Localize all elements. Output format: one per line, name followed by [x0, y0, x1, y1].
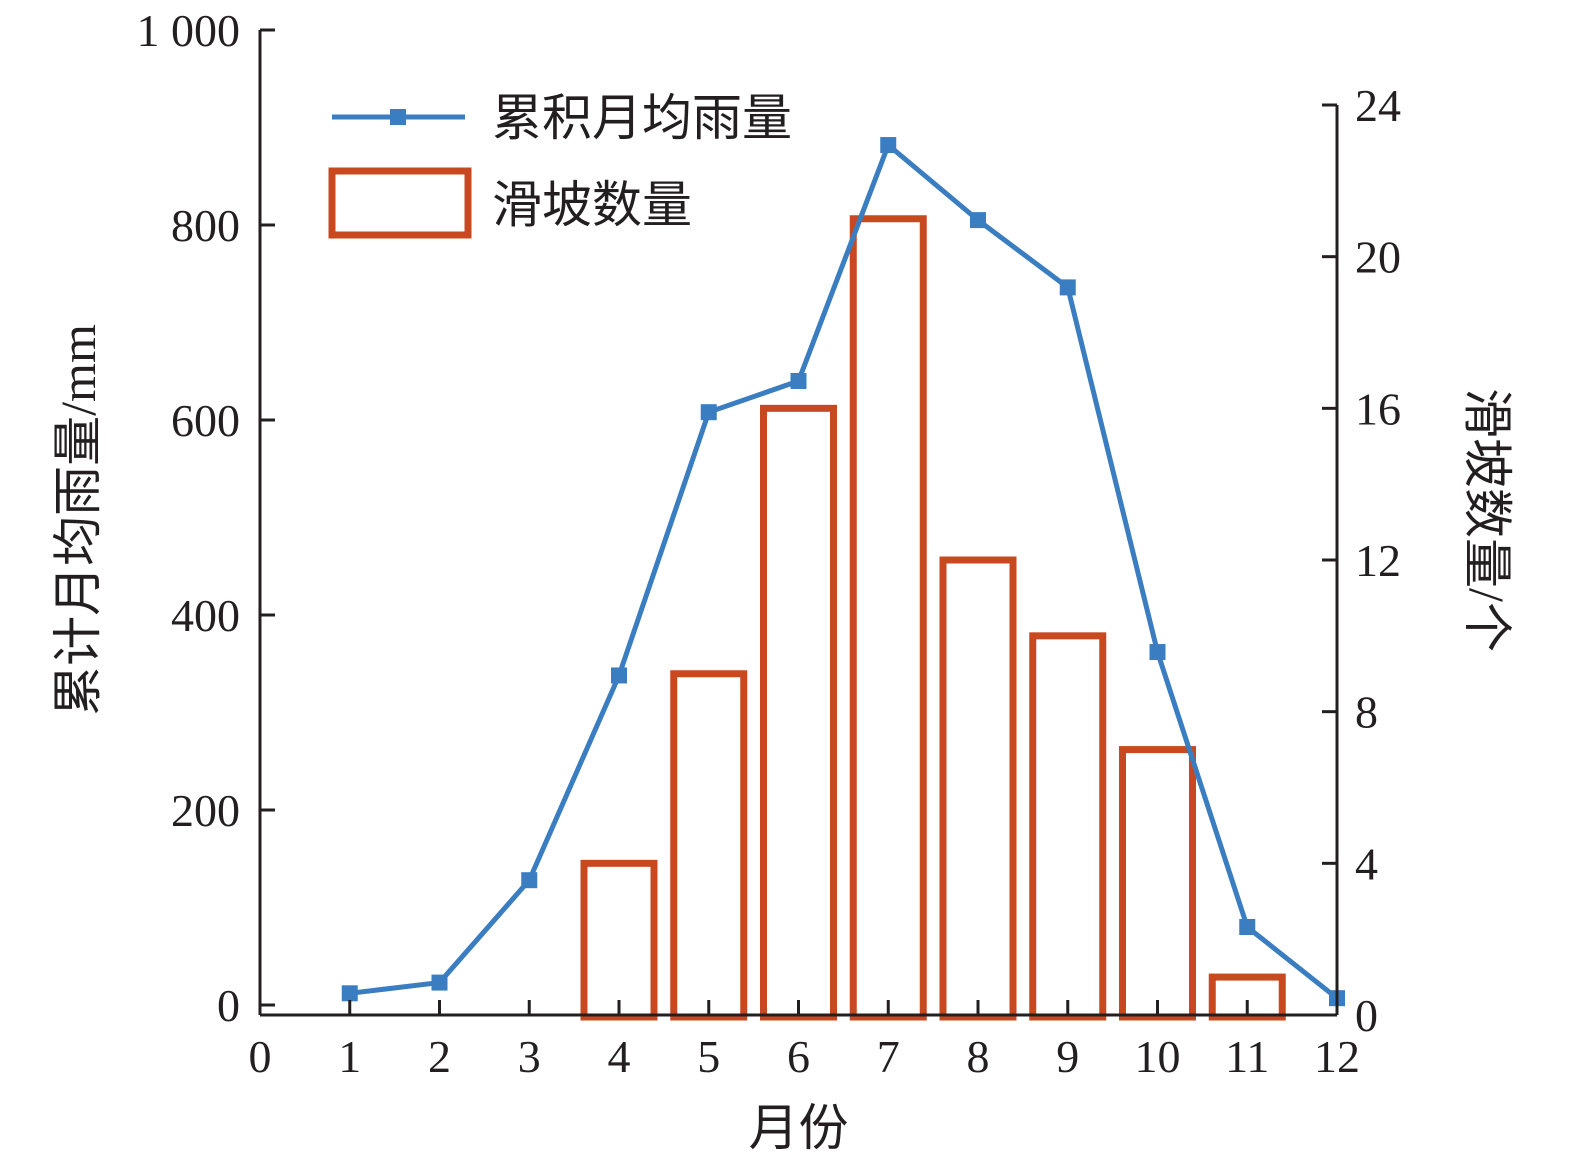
bar-month-9: [1029, 632, 1107, 1021]
rainfall-line-series: [341, 137, 1345, 1007]
x-tick-label-4: 4: [608, 1031, 631, 1082]
x-tick-label-12: 12: [1314, 1031, 1360, 1082]
left-axis-title: 累计月均雨量/mm: [50, 324, 106, 716]
right-tick-label-0: 0: [1355, 990, 1378, 1041]
bar-month-5: [670, 670, 748, 1021]
left-tick-label-1: 200: [171, 785, 240, 836]
legend-label-landslides: 滑坡数量: [492, 177, 692, 233]
x-tick-label-11: 11: [1225, 1031, 1269, 1082]
right-tick-label-24: 24: [1355, 80, 1401, 131]
right-tick-label-4: 4: [1355, 838, 1378, 889]
bar-month-7: [849, 215, 927, 1021]
rainfall-point-month-1: [341, 985, 358, 1002]
right-tick-label-8: 8: [1355, 687, 1378, 738]
right-tick-label-12: 12: [1355, 535, 1401, 586]
rainfall-point-month-7: [880, 137, 897, 154]
x-tick-label-10: 10: [1135, 1031, 1181, 1082]
rainfall-point-month-4: [611, 667, 627, 684]
rainfall-point-month-3: [521, 872, 538, 889]
x-tick-label-8: 8: [967, 1031, 990, 1082]
legend-bar-swatch: [328, 167, 472, 239]
rainfall-point-month-8: [970, 212, 986, 229]
right-tick-label-20: 20: [1355, 232, 1401, 283]
x-tick-label-6: 6: [787, 1031, 810, 1082]
bar-month-6: [760, 404, 837, 1021]
x-tick-label-7: 7: [877, 1031, 900, 1082]
bar-month-10: [1119, 746, 1196, 1021]
bar-month-8: [939, 556, 1017, 1021]
rainfall-point-month-9: [1059, 279, 1076, 296]
x-tick-label-3: 3: [518, 1031, 541, 1082]
left-tick-label-2: 400: [171, 590, 240, 641]
x-tick-label-0: 0: [249, 1031, 272, 1082]
x-tick-label-5: 5: [697, 1031, 720, 1082]
landslide-bars: [580, 215, 1286, 1021]
rainfall-line: [349, 142, 1339, 1001]
left-tick-label-4: 800: [171, 200, 240, 251]
left-tick-label-3: 600: [171, 395, 240, 446]
rainfall-point-month-11: [1239, 919, 1256, 935]
x-axis-title: 月份: [749, 1100, 849, 1156]
x-tick-label-1: 1: [338, 1031, 361, 1082]
x-tick-label-9: 9: [1056, 1031, 1079, 1082]
right-tick-label-16: 16: [1355, 383, 1401, 434]
legend-label-rainfall: 累积月均雨量: [492, 90, 792, 146]
rainfall-point-month-2: [431, 974, 448, 991]
x-tick-label-2: 2: [428, 1031, 451, 1082]
bar-month-4: [580, 859, 658, 1021]
rainfall-point-month-10: [1149, 644, 1166, 661]
right-axis-title: 滑坡数量/个: [1459, 388, 1515, 652]
legend-line-marker: [390, 109, 406, 125]
rainfall-point-month-5: [700, 404, 717, 421]
rainfall-point-month-6: [790, 373, 807, 389]
left-tick-label-0: 0: [217, 980, 240, 1031]
left-tick-label-5: 1 000: [137, 5, 241, 56]
